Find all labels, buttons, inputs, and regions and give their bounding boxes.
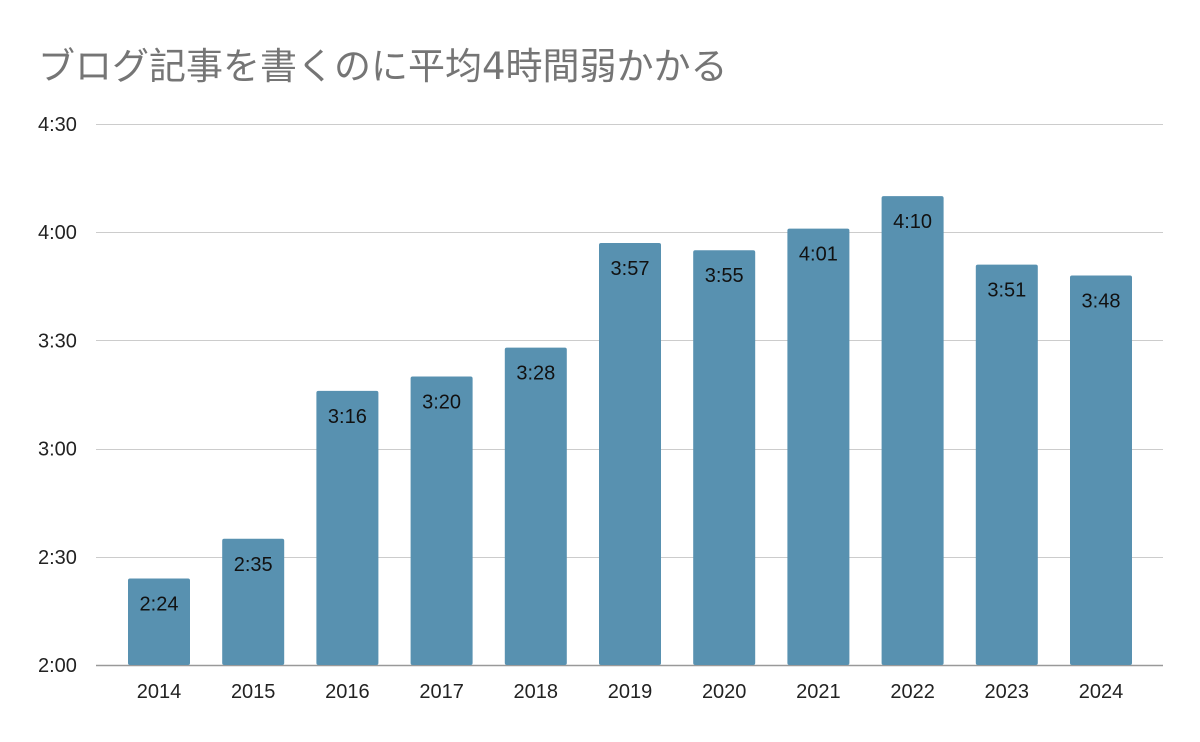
data-labels: 2:24 2:35 3:16 3:20 3:28 3:57 3:55 4:01 4:10 3:51… <box>140 211 1121 615</box>
x-tick-label: 2021 <box>796 681 841 703</box>
x-tick-label: 2020 <box>702 681 747 703</box>
data-label: 3:28 <box>516 363 555 385</box>
bar <box>787 228 850 666</box>
bar <box>222 538 285 665</box>
data-label: 4:10 <box>893 211 932 233</box>
data-label: 3:51 <box>987 280 1026 302</box>
data-label: 3:57 <box>611 258 650 280</box>
data-label: 3:48 <box>1082 290 1121 312</box>
x-tick-label: 2022 <box>890 681 935 703</box>
x-tick-label: 2016 <box>325 681 370 703</box>
x-tick-label: 2017 <box>419 681 464 703</box>
data-label: 3:55 <box>705 265 744 287</box>
bar <box>504 347 567 665</box>
x-tick-label: 2018 <box>514 681 559 703</box>
x-tick-label: 2015 <box>231 681 276 703</box>
chart-title: ブログ記事を書くのに平均4時間弱かかる <box>38 45 728 88</box>
bars <box>128 196 1132 666</box>
bar <box>599 243 661 665</box>
y-tick-label: 2:00 <box>38 655 77 677</box>
x-tick-label: 2023 <box>985 681 1030 703</box>
data-label: 3:20 <box>422 391 461 413</box>
x-tick-label: 2019 <box>608 681 653 703</box>
data-label: 2:35 <box>234 554 273 576</box>
bar <box>693 250 756 665</box>
data-label: 4:01 <box>799 244 838 266</box>
y-axis-ticks: 2:00 2:30 3:00 3:30 4:00 4:30 <box>38 114 77 677</box>
bar <box>410 376 473 665</box>
bar <box>881 196 944 665</box>
x-tick-label: 2024 <box>1079 681 1124 703</box>
data-label: 2:24 <box>140 593 179 615</box>
y-tick-label: 3:00 <box>38 439 77 461</box>
bar <box>128 578 190 665</box>
bar <box>1070 275 1132 665</box>
x-tick-label: 2014 <box>137 681 182 703</box>
bar <box>975 264 1038 665</box>
y-tick-label: 2:30 <box>38 547 77 569</box>
y-tick-label: 3:30 <box>38 330 77 352</box>
x-axis-ticks: 2014 2015 2016 2017 2018 2019 2020 2021 2022 2023… <box>137 681 1124 703</box>
y-tick-label: 4:00 <box>38 222 77 244</box>
bar <box>316 390 379 665</box>
y-tick-label: 4:30 <box>38 114 77 136</box>
data-label: 3:16 <box>328 406 367 428</box>
